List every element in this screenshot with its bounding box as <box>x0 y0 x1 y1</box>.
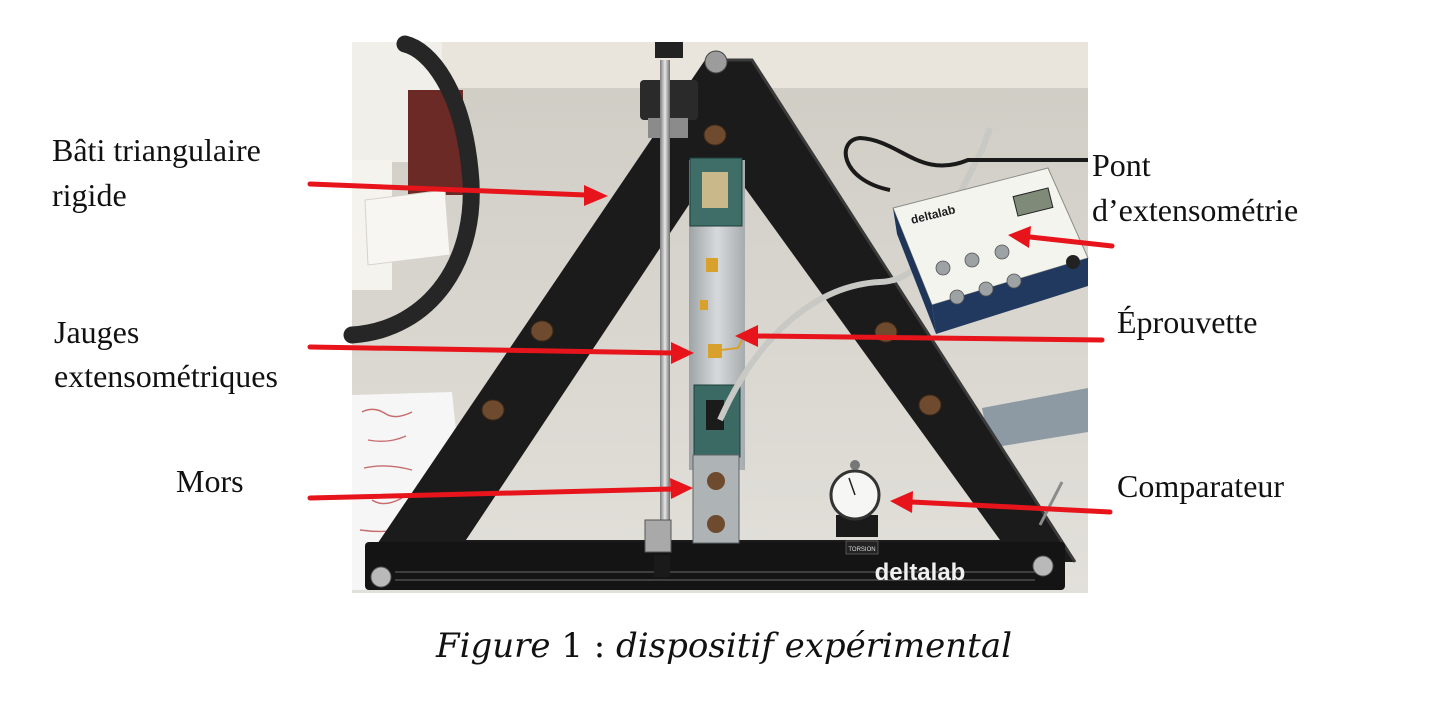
gray-ruler <box>982 388 1088 448</box>
strain-gauge-upper <box>706 258 718 272</box>
caption-figure-word: Figure <box>436 626 551 666</box>
label-jauges-line1: Jauges <box>54 314 140 350</box>
base-screw-left <box>370 566 392 588</box>
arrow-pont <box>1008 226 1115 249</box>
frame-base-bar: TORSION deltalab <box>365 540 1065 590</box>
bridge-display <box>1012 187 1054 217</box>
arrow-bati <box>307 181 608 206</box>
figure-caption: Figure 1 : dispositif expérimental <box>0 626 1448 666</box>
arrow-eprouvette <box>735 325 1105 347</box>
bridge-knob <box>1066 255 1080 269</box>
strain-gauge-bridge-device: deltalab <box>892 167 1089 334</box>
strain-gauge-lower <box>708 344 722 358</box>
label-eprouvette: Éprouvette <box>1117 304 1258 340</box>
arrow-jauges <box>307 342 694 364</box>
label-mors: Mors <box>176 463 244 499</box>
rod-bottom-clamp <box>644 519 672 553</box>
label-bati-line2: rigide <box>52 177 127 213</box>
base-screw-right <box>1032 555 1054 577</box>
label-bati-line1: Bâti triangulaire <box>52 132 261 168</box>
power-cord <box>843 135 1088 192</box>
caption-separator: : <box>582 626 617 666</box>
dial-comparator <box>829 460 881 537</box>
comparator-probe <box>1038 481 1064 526</box>
arrow-mors <box>307 478 693 501</box>
frame-brand-label: deltalab <box>875 559 966 586</box>
caption-number: 1 <box>561 626 583 666</box>
label-jauges-line2: extensométriques <box>54 358 278 394</box>
frame-small-tag: TORSION <box>848 547 875 553</box>
vertical-rod <box>660 60 670 550</box>
black-hose <box>343 35 480 344</box>
annotation-arrows <box>307 181 1115 515</box>
caption-text: dispositif expérimental <box>616 626 1012 666</box>
experimental-setup-photo: TORSION deltalab <box>343 35 1089 593</box>
specimen-bar <box>689 157 745 544</box>
arrow-comparateur <box>890 491 1113 515</box>
label-comparateur: Comparateur <box>1117 468 1285 504</box>
label-pont-line1: Pont <box>1092 147 1151 183</box>
label-pont-line2: d’extensométrie <box>1092 192 1299 228</box>
frame-knobs <box>481 124 942 421</box>
